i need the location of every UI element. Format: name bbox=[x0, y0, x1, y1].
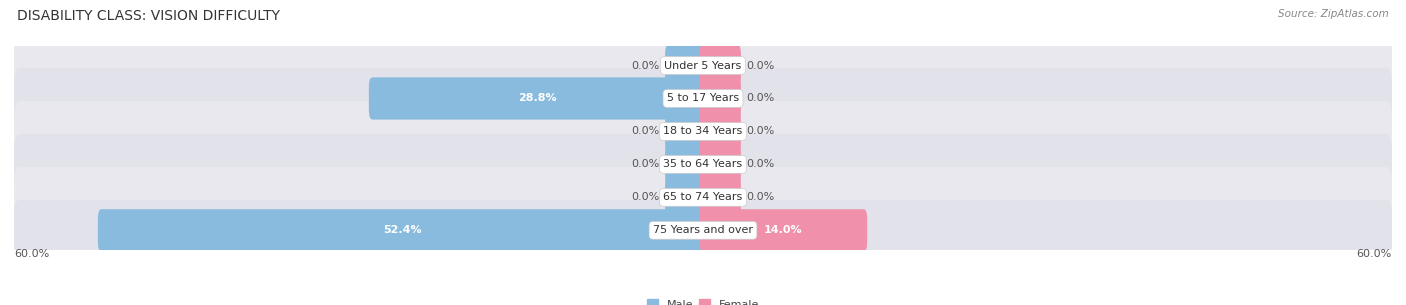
FancyBboxPatch shape bbox=[368, 77, 706, 120]
Text: 75 Years and over: 75 Years and over bbox=[652, 225, 754, 235]
FancyBboxPatch shape bbox=[665, 45, 706, 87]
Text: 14.0%: 14.0% bbox=[763, 225, 803, 235]
FancyBboxPatch shape bbox=[14, 35, 1392, 96]
FancyBboxPatch shape bbox=[700, 143, 741, 185]
FancyBboxPatch shape bbox=[98, 209, 706, 251]
Text: 0.0%: 0.0% bbox=[631, 160, 659, 169]
Text: 0.0%: 0.0% bbox=[631, 127, 659, 136]
FancyBboxPatch shape bbox=[700, 77, 741, 120]
Text: Under 5 Years: Under 5 Years bbox=[665, 60, 741, 70]
FancyBboxPatch shape bbox=[700, 45, 741, 87]
FancyBboxPatch shape bbox=[14, 200, 1392, 261]
Text: 65 to 74 Years: 65 to 74 Years bbox=[664, 192, 742, 202]
FancyBboxPatch shape bbox=[14, 134, 1392, 195]
Text: 0.0%: 0.0% bbox=[747, 160, 775, 169]
FancyBboxPatch shape bbox=[14, 101, 1392, 162]
FancyBboxPatch shape bbox=[665, 143, 706, 185]
FancyBboxPatch shape bbox=[700, 110, 741, 152]
FancyBboxPatch shape bbox=[700, 176, 741, 218]
Text: 18 to 34 Years: 18 to 34 Years bbox=[664, 127, 742, 136]
Text: 0.0%: 0.0% bbox=[747, 192, 775, 202]
Text: 60.0%: 60.0% bbox=[1357, 249, 1392, 260]
Text: 0.0%: 0.0% bbox=[631, 192, 659, 202]
Text: 5 to 17 Years: 5 to 17 Years bbox=[666, 94, 740, 103]
FancyBboxPatch shape bbox=[700, 209, 868, 251]
Text: 0.0%: 0.0% bbox=[631, 60, 659, 70]
Legend: Male, Female: Male, Female bbox=[647, 300, 759, 305]
Text: 28.8%: 28.8% bbox=[519, 94, 557, 103]
Text: Source: ZipAtlas.com: Source: ZipAtlas.com bbox=[1278, 9, 1389, 19]
FancyBboxPatch shape bbox=[14, 167, 1392, 228]
FancyBboxPatch shape bbox=[665, 110, 706, 152]
Text: 0.0%: 0.0% bbox=[747, 60, 775, 70]
Text: 0.0%: 0.0% bbox=[747, 94, 775, 103]
FancyBboxPatch shape bbox=[14, 68, 1392, 129]
Text: 60.0%: 60.0% bbox=[14, 249, 49, 260]
Text: 52.4%: 52.4% bbox=[382, 225, 422, 235]
Text: 0.0%: 0.0% bbox=[747, 127, 775, 136]
FancyBboxPatch shape bbox=[665, 176, 706, 218]
Text: 35 to 64 Years: 35 to 64 Years bbox=[664, 160, 742, 169]
Text: DISABILITY CLASS: VISION DIFFICULTY: DISABILITY CLASS: VISION DIFFICULTY bbox=[17, 9, 280, 23]
